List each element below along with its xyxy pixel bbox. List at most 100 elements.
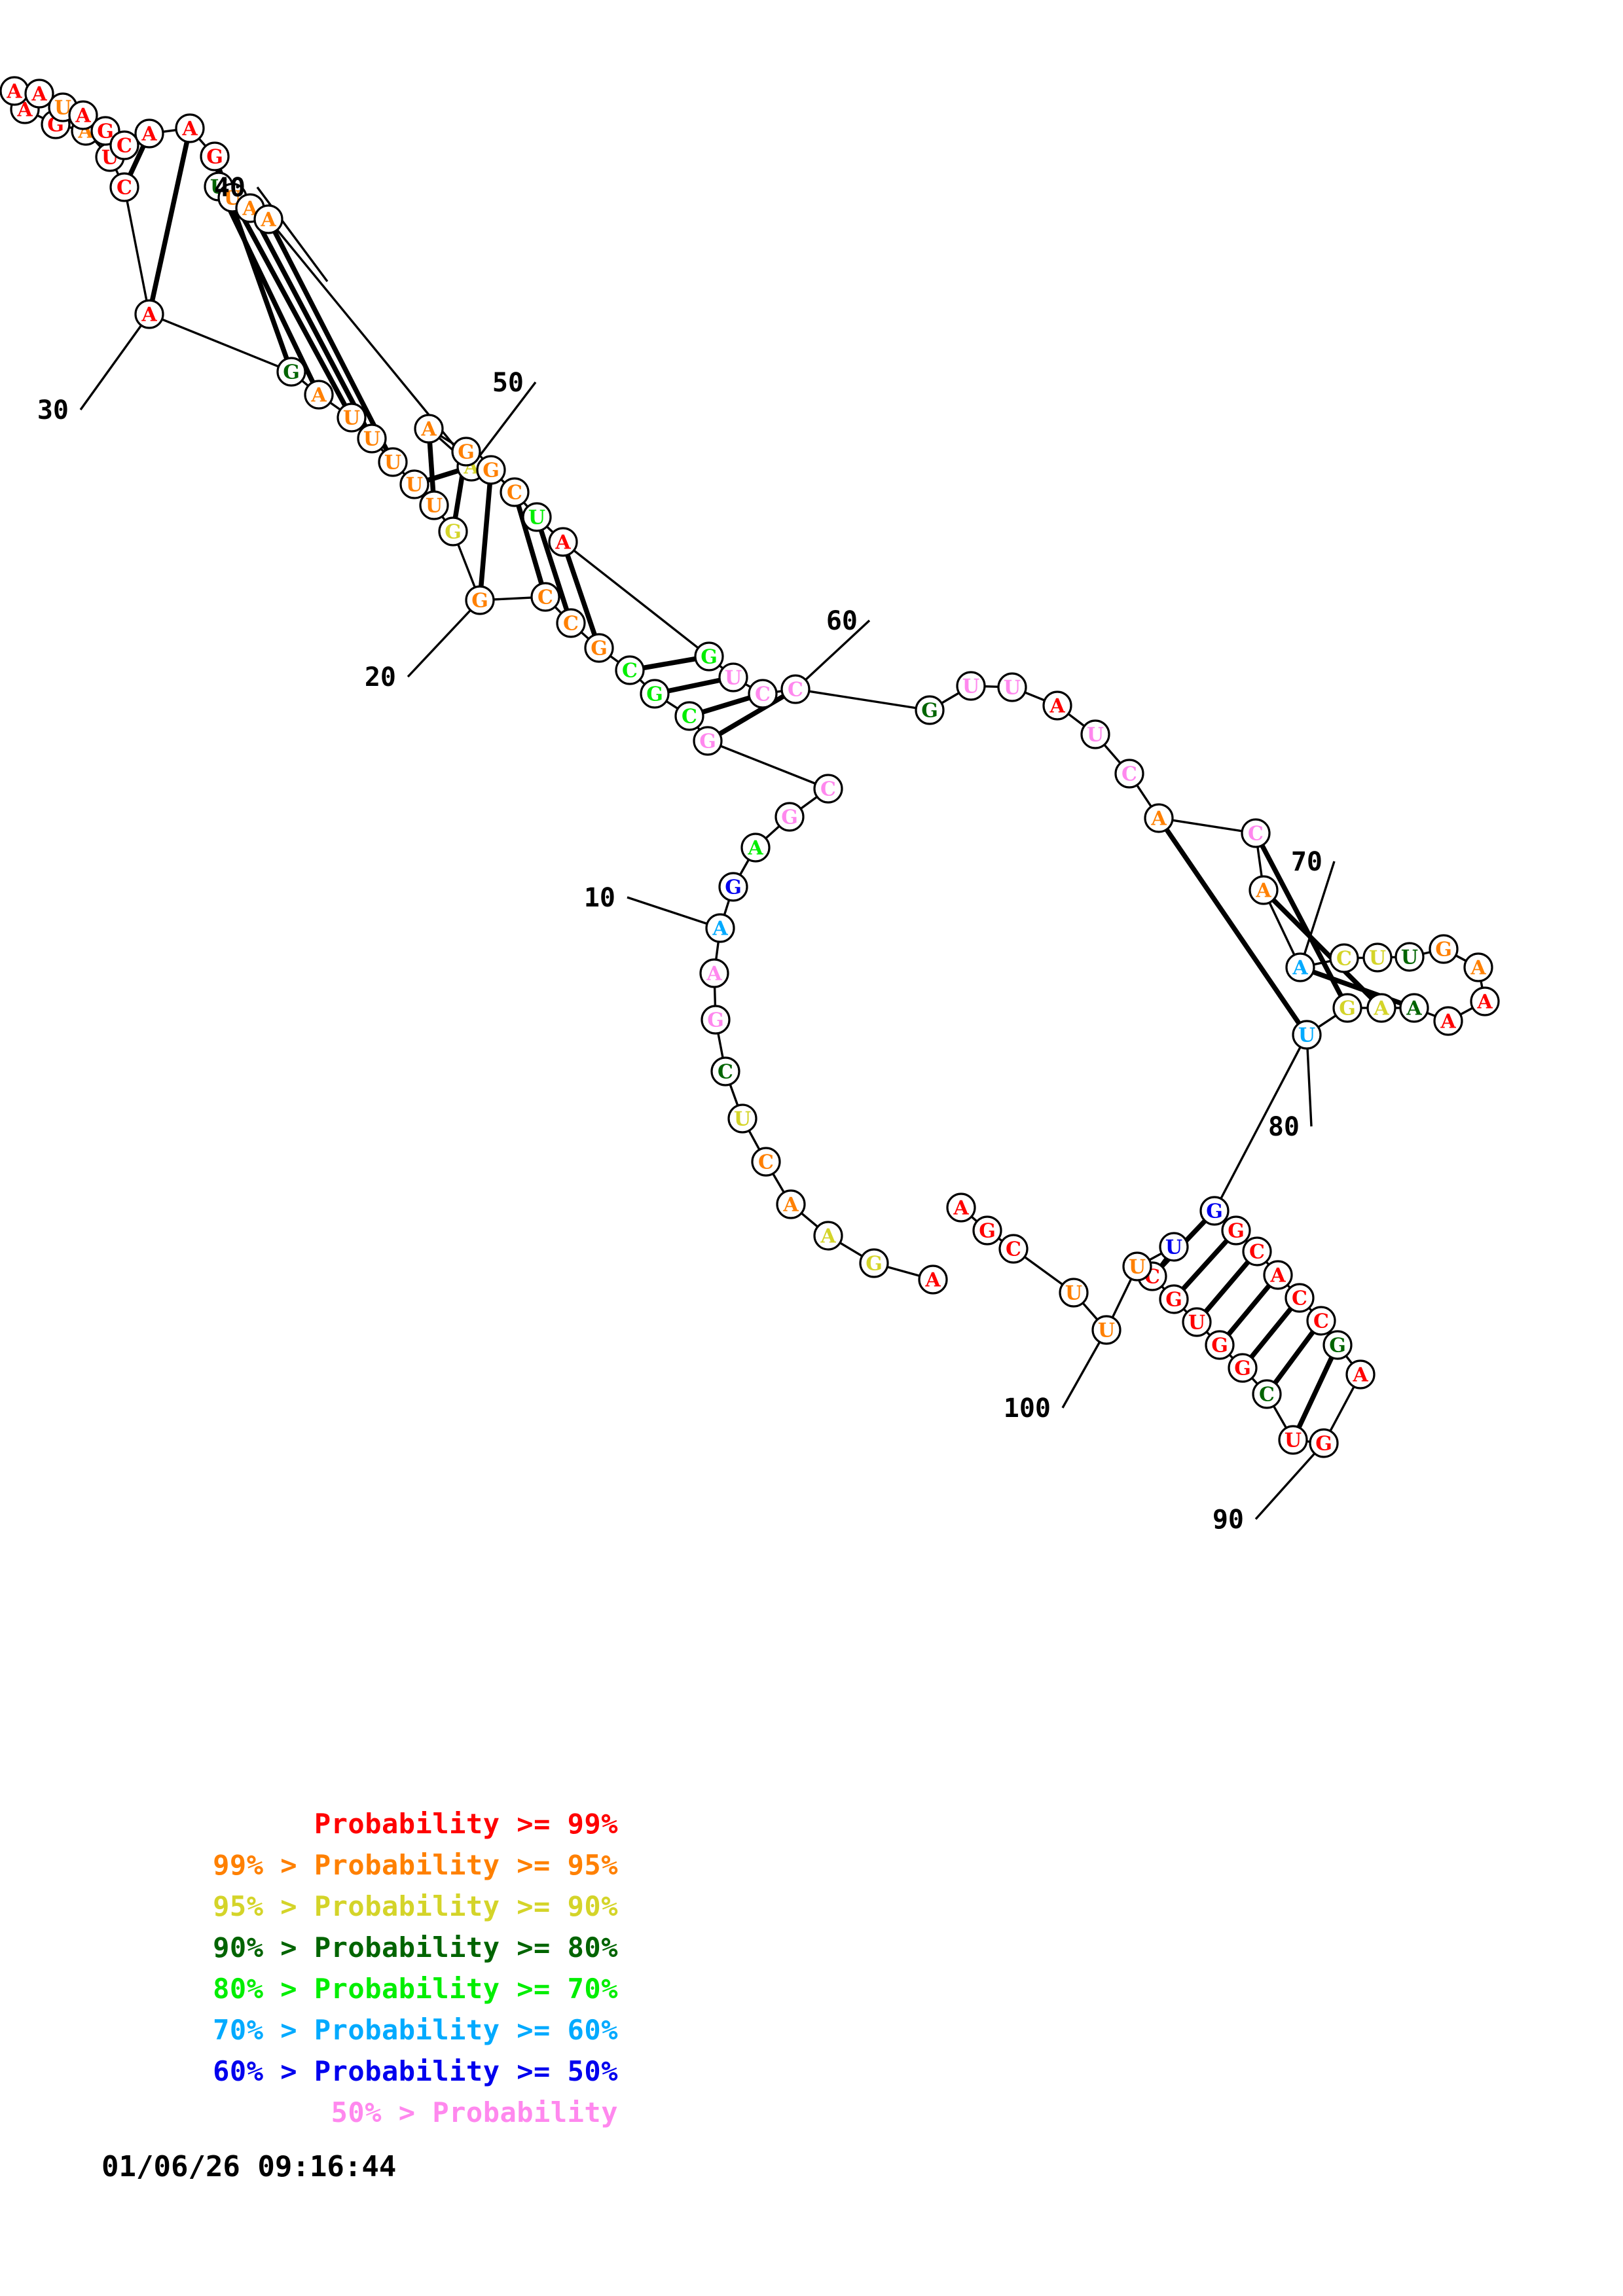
nucleotide-55[interactable]: U: [522, 502, 552, 532]
nucleotide-93[interactable]: G: [1228, 1353, 1258, 1383]
backbone-67-68: [1172, 819, 1243, 833]
nucleotide-70[interactable]: A: [1285, 952, 1315, 982]
nucleotide-8[interactable]: G: [701, 1005, 731, 1035]
nucleotide-21[interactable]: C: [530, 582, 560, 612]
nucleotide-29[interactable]: A: [304, 380, 334, 410]
nucleotide-85[interactable]: A: [1263, 1260, 1293, 1290]
nucleotide-58[interactable]: U: [718, 662, 748, 692]
nucleotide-26[interactable]: U: [378, 447, 408, 477]
nucleotide-99[interactable]: U: [1122, 1251, 1152, 1282]
nucleotide-89[interactable]: A: [1345, 1359, 1376, 1390]
nucleotide-19[interactable]: G: [584, 633, 614, 663]
nucleotide-92[interactable]: C: [1252, 1379, 1282, 1409]
nucleotide-104[interactable]: A: [946, 1193, 976, 1223]
nucleotide-102[interactable]: C: [998, 1234, 1029, 1264]
nucleotide-90[interactable]: G: [1309, 1428, 1339, 1458]
nucleotide-44[interactable]: A: [175, 113, 205, 143]
nucleotide-77[interactable]: A: [1433, 1006, 1463, 1036]
nucleotide-57[interactable]: G: [694, 641, 724, 672]
nucleotide-12[interactable]: A: [740, 833, 771, 863]
nucleotide-67[interactable]: A: [1144, 803, 1174, 833]
nucleotide-32[interactable]: C: [109, 172, 139, 202]
nucleotide-81[interactable]: U: [1292, 1020, 1322, 1050]
nucleotide-22[interactable]: G: [465, 585, 495, 615]
nucleotide-17[interactable]: G: [640, 679, 670, 709]
backbone-99-100: [1111, 1278, 1133, 1318]
nucleotide-3[interactable]: A: [813, 1221, 843, 1251]
nucleotide-2[interactable]: G: [859, 1248, 889, 1278]
nucleotide-49[interactable]: A: [253, 204, 283, 234]
nucleotide-82[interactable]: G: [1199, 1196, 1230, 1226]
nucleotide-84[interactable]: C: [1242, 1236, 1272, 1266]
nucleotide-76[interactable]: A: [1470, 986, 1500, 1016]
nucleotide-38[interactable]: A: [24, 79, 54, 109]
nucleotide-30[interactable]: G: [276, 357, 306, 387]
nucleotide-45[interactable]: G: [200, 141, 230, 171]
nucleotide-86[interactable]: C: [1285, 1283, 1315, 1313]
nucleotide-83[interactable]: G: [1221, 1215, 1251, 1246]
nucleotide-37[interactable]: A: [0, 76, 29, 106]
nucleotide-7[interactable]: C: [710, 1056, 740, 1086]
nucleotide-60[interactable]: C: [780, 674, 811, 704]
nucleotide-73[interactable]: U: [1395, 942, 1425, 972]
nucleotide-62[interactable]: U: [956, 671, 986, 701]
nucleotide-5[interactable]: C: [751, 1147, 781, 1177]
nucleotide-10[interactable]: A: [705, 913, 735, 943]
nucleotide-16[interactable]: C: [674, 701, 704, 731]
nucleotide-43[interactable]: A: [134, 118, 164, 149]
nucleotide-78[interactable]: A: [1399, 993, 1429, 1023]
nucleotide-28[interactable]: U: [337, 403, 367, 433]
nucleotide-27[interactable]: U: [357, 423, 387, 454]
nucleotide-74[interactable]: G: [1429, 934, 1459, 964]
base-pair-28-47: [236, 207, 348, 408]
nucleotide-98[interactable]: U: [1159, 1232, 1189, 1262]
nucleotide-letter-92: C: [1259, 1384, 1275, 1407]
nucleotide-20[interactable]: C: [556, 608, 586, 638]
nucleotide-72[interactable]: U: [1362, 942, 1393, 973]
nucleotide-52[interactable]: G: [451, 437, 481, 467]
nucleotide-75[interactable]: A: [1463, 952, 1493, 982]
nucleotide-51[interactable]: A: [414, 414, 444, 444]
nucleotide-31[interactable]: A: [134, 299, 164, 329]
nucleotide-1[interactable]: A: [918, 1265, 948, 1295]
nucleotide-95[interactable]: U: [1182, 1307, 1212, 1337]
nucleotide-68[interactable]: C: [1241, 818, 1271, 848]
nucleotide-53[interactable]: G: [476, 455, 506, 485]
nucleotide-11[interactable]: G: [718, 872, 748, 902]
nucleotide-6[interactable]: U: [727, 1103, 757, 1134]
nucleotide-42[interactable]: C: [109, 130, 139, 160]
nucleotide-23[interactable]: G: [438, 516, 468, 547]
nucleotide-71[interactable]: C: [1329, 943, 1359, 973]
nucleotide-40[interactable]: A: [68, 100, 98, 130]
nucleotide-54[interactable]: C: [500, 477, 530, 507]
nucleotide-24[interactable]: U: [419, 490, 449, 520]
nucleotide-9[interactable]: A: [699, 958, 729, 988]
nucleotide-66[interactable]: C: [1114, 759, 1144, 789]
nucleotide-56[interactable]: A: [548, 527, 578, 557]
nucleotide-59[interactable]: C: [748, 679, 778, 709]
nucleotide-91[interactable]: U: [1278, 1425, 1308, 1455]
nucleotide-letter-81: U: [1298, 1024, 1315, 1047]
nucleotide-80[interactable]: G: [1332, 993, 1362, 1023]
nucleotide-63[interactable]: U: [997, 672, 1027, 702]
nucleotide-69[interactable]: A: [1249, 875, 1279, 905]
nucleotide-letter-101: U: [1065, 1282, 1082, 1305]
nucleotide-96[interactable]: G: [1159, 1284, 1189, 1314]
nucleotide-79[interactable]: A: [1366, 993, 1396, 1023]
nucleotide-4[interactable]: A: [776, 1189, 806, 1219]
nucleotide-94[interactable]: G: [1205, 1330, 1235, 1360]
nucleotide-61[interactable]: G: [915, 695, 945, 725]
nucleotide-87[interactable]: C: [1306, 1306, 1336, 1336]
nucleotide-15[interactable]: G: [693, 726, 723, 756]
nucleotide-14[interactable]: C: [813, 774, 843, 804]
nucleotide-101[interactable]: U: [1059, 1278, 1089, 1308]
nucleotide-39[interactable]: U: [48, 92, 78, 122]
nucleotide-13[interactable]: G: [775, 802, 805, 832]
nucleotide-25[interactable]: U: [399, 469, 429, 499]
nucleotide-88[interactable]: G: [1322, 1330, 1353, 1360]
nucleotide-18[interactable]: C: [615, 655, 645, 685]
nucleotide-64[interactable]: A: [1042, 691, 1072, 721]
nucleotide-65[interactable]: U: [1080, 719, 1110, 749]
nucleotide-103[interactable]: G: [972, 1215, 1002, 1246]
nucleotide-100[interactable]: U: [1091, 1315, 1122, 1345]
